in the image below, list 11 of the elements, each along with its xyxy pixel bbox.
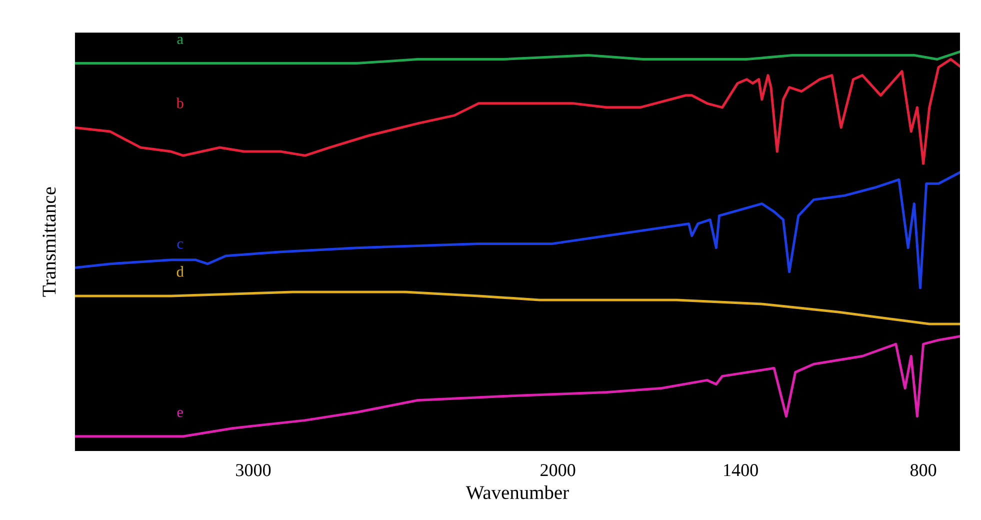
x-tick-label: 1400 (724, 464, 758, 476)
x-axis-title: Wavenumber (466, 485, 569, 500)
x-tick-label: 3000 (236, 464, 271, 476)
series-label: a (177, 36, 184, 44)
series-label: e (177, 410, 183, 418)
x-tick-label: 2000 (540, 464, 576, 476)
x-tick-label: 800 (910, 464, 936, 476)
series-label: d (176, 266, 184, 277)
y-axis-title: Transmittance (42, 187, 56, 297)
text: b (176, 98, 184, 108)
series-label: c (177, 241, 184, 249)
